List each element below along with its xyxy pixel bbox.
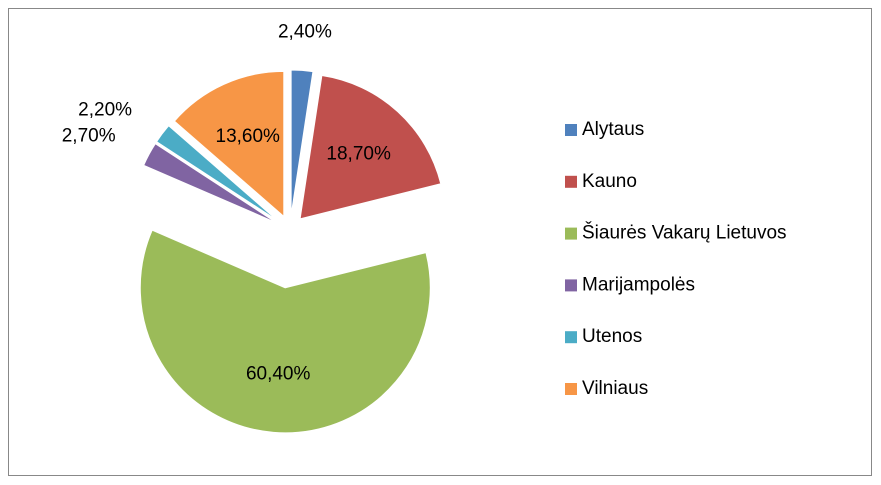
legend-label: Kauno bbox=[582, 171, 637, 192]
legend-swatch bbox=[565, 175, 577, 188]
pie-slice bbox=[173, 70, 285, 218]
legend-swatch bbox=[565, 279, 577, 292]
data-label: 60,40% bbox=[246, 364, 311, 385]
data-label: 18,70% bbox=[326, 144, 391, 165]
legend-label: Vilniaus bbox=[582, 378, 648, 399]
pie-slice bbox=[299, 74, 442, 220]
legend-label: Šiaurės Vakarų Lietuvos bbox=[582, 222, 787, 244]
pie-slice bbox=[155, 125, 279, 222]
legend-swatch bbox=[565, 227, 577, 240]
data-label: 2,70% bbox=[62, 125, 116, 146]
pie-slice bbox=[143, 142, 278, 224]
data-label: 13,60% bbox=[216, 126, 281, 147]
legend-label: Marijampolės bbox=[582, 274, 695, 295]
pie-slice bbox=[139, 229, 431, 434]
data-label: 2,40% bbox=[278, 22, 332, 43]
data-label: 2,20% bbox=[78, 100, 132, 121]
legend-swatch bbox=[565, 124, 577, 136]
legend-swatch bbox=[565, 331, 577, 344]
legend-label: Utenos bbox=[582, 326, 642, 347]
legend-swatch bbox=[565, 383, 577, 395]
legend-label: Alytaus bbox=[582, 119, 644, 140]
pie-slice bbox=[290, 69, 314, 216]
